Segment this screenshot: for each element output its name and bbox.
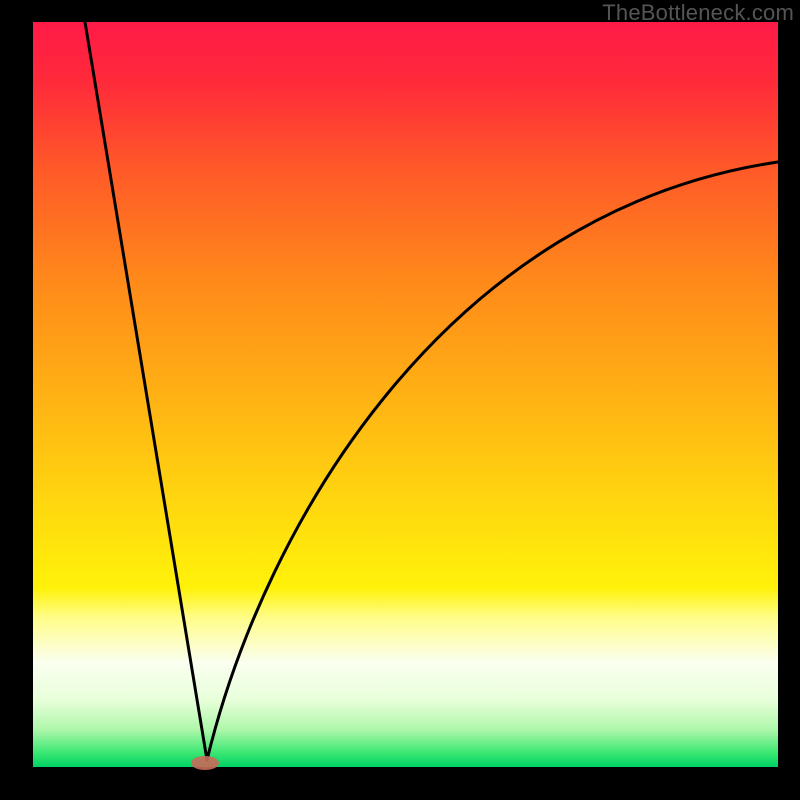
chart-container: { "watermark": { "text": "TheBottleneck.… bbox=[0, 0, 800, 800]
watermark-text: TheBottleneck.com bbox=[602, 0, 794, 26]
chart-svg bbox=[0, 0, 800, 800]
gradient-background bbox=[33, 22, 778, 767]
minimum-marker bbox=[191, 756, 219, 770]
